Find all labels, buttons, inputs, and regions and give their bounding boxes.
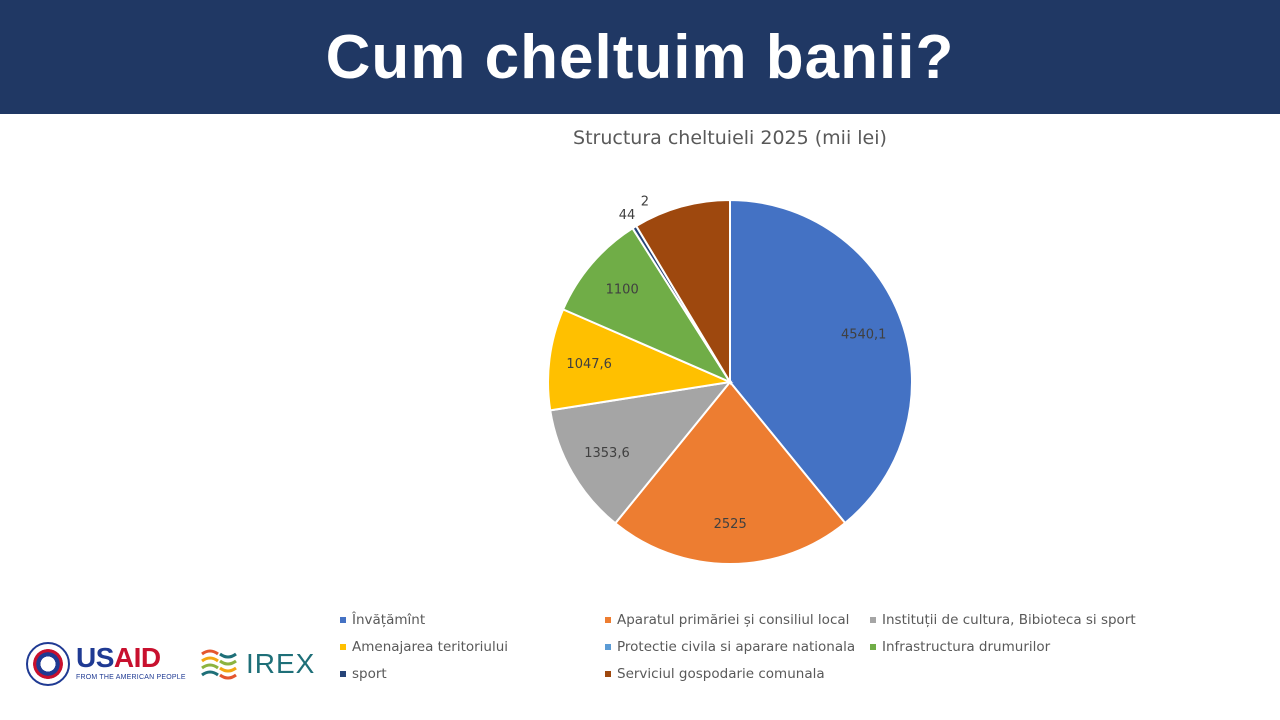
legend-swatch [340, 670, 346, 677]
data-label: 1047,6 [566, 357, 612, 372]
chart-title: Structura cheltuieli 2025 (mii lei) [573, 127, 887, 149]
legend-item: Instituții de cultura, Bibioteca si spor… [870, 610, 1170, 629]
legend-swatch [870, 643, 876, 650]
pie-slice [549, 380, 733, 525]
data-label: 2525 [714, 517, 747, 532]
legend-swatch [605, 643, 611, 650]
legend-item: Infrastructura drumurilor [870, 637, 1170, 656]
legend-swatch [870, 616, 876, 623]
data-label: 44 [619, 208, 636, 223]
pie-slice [561, 226, 733, 385]
legend-swatch [605, 616, 611, 623]
legend-item: Serviciul gospodarie comunala [605, 664, 870, 683]
chart-legend: Învățămînt Aparatul primăriei și consiliu… [340, 610, 1240, 683]
legend-swatch [340, 616, 346, 623]
legend-item: Amenajarea teritoriului [340, 637, 605, 656]
legend-label: Serviciul gospodarie comunala [617, 665, 825, 682]
usaid-tagline: FROM THE AMERICAN PEOPLE [76, 674, 186, 681]
sponsor-logos: USAID FROM THE AMERICAN PEOPLE IREX [24, 640, 324, 690]
pie-slice [613, 380, 847, 565]
slide-header: Cum cheltuim banii? [0, 0, 1280, 114]
legend-label: Instituții de cultura, Bibioteca si spor… [882, 611, 1136, 628]
legend-item: sport [340, 664, 605, 683]
data-label: 1100 [606, 283, 639, 298]
data-label: 2 [641, 194, 649, 209]
usaid-logo: USAID [76, 642, 161, 673]
legend-label: Învățămînt [352, 611, 426, 628]
legend-swatch [340, 643, 346, 650]
usaid-seal-icon [26, 642, 70, 686]
slide-title: Cum cheltuim banii? [325, 22, 955, 92]
legend-label: Protectie civila si aparare nationala [617, 638, 856, 655]
legend-item: Aparatul primăriei și consiliul local [605, 610, 870, 629]
legend-label: Infrastructura drumurilor [882, 638, 1051, 655]
pie-slice [729, 198, 913, 525]
irex-logo: IREX [246, 648, 316, 679]
legend-label: sport [352, 665, 387, 682]
legend-label: Amenajarea teritoriului [352, 638, 509, 655]
data-label: 1353,6 [584, 446, 630, 461]
irex-mark-icon [201, 649, 237, 680]
legend-item: Protectie civila si aparare nationala [605, 637, 870, 656]
legend-label: Aparatul primăriei și consiliul local [617, 611, 850, 628]
data-label: 4540,1 [841, 327, 887, 342]
legend-item: Învățămînt [340, 610, 605, 629]
pie-slice [634, 198, 731, 386]
pie-slice [547, 308, 734, 412]
legend-swatch [605, 670, 611, 677]
